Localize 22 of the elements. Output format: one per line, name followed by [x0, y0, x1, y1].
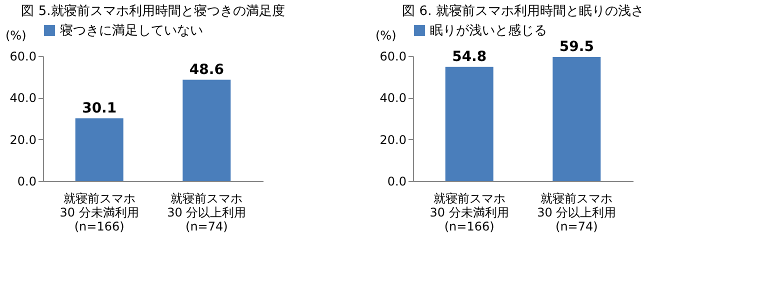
- y-axis-title: (%): [6, 28, 26, 42]
- x-tick-label: 就寝前スマホ 30 分未満利用 (n=166): [430, 192, 509, 234]
- x-tick-label: 就寝前スマホ 30 分以上利用 (n=74): [167, 192, 246, 234]
- y-tick-label: 40.0: [380, 91, 406, 106]
- y-tick-label: 60.0: [380, 50, 406, 64]
- data-label: 48.6: [189, 62, 224, 78]
- data-label: 59.5: [559, 39, 594, 56]
- x-tick-label: 就寝前スマホ 30 分未満利用 (n=166): [60, 192, 139, 234]
- y-tick-label: 0.0: [387, 174, 406, 188]
- legend-label: 寝つきに満足していない: [60, 24, 203, 38]
- data-label: 54.8: [452, 48, 487, 65]
- chart-title: 図 5.就寝前スマホ利用時間と寝つきの満足度: [21, 3, 285, 19]
- chart-title: 図 6. 就寝前スマホ利用時間と眠りの浅さ: [402, 4, 644, 19]
- y-tick-label: 40.0: [10, 91, 36, 106]
- y-tick-label: 20.0: [10, 132, 36, 147]
- data-label: 30.1: [82, 100, 117, 116]
- legend-label: 眠りが浅いと感じる: [430, 24, 547, 38]
- y-axis-title: (%): [376, 28, 396, 42]
- x-tick-label: 就寝前スマホ 30 分以上利用 (n=74): [537, 192, 616, 234]
- y-tick-label: 0.0: [17, 174, 36, 188]
- y-tick-label: 60.0: [10, 50, 36, 64]
- y-tick-label: 20.0: [380, 132, 406, 147]
